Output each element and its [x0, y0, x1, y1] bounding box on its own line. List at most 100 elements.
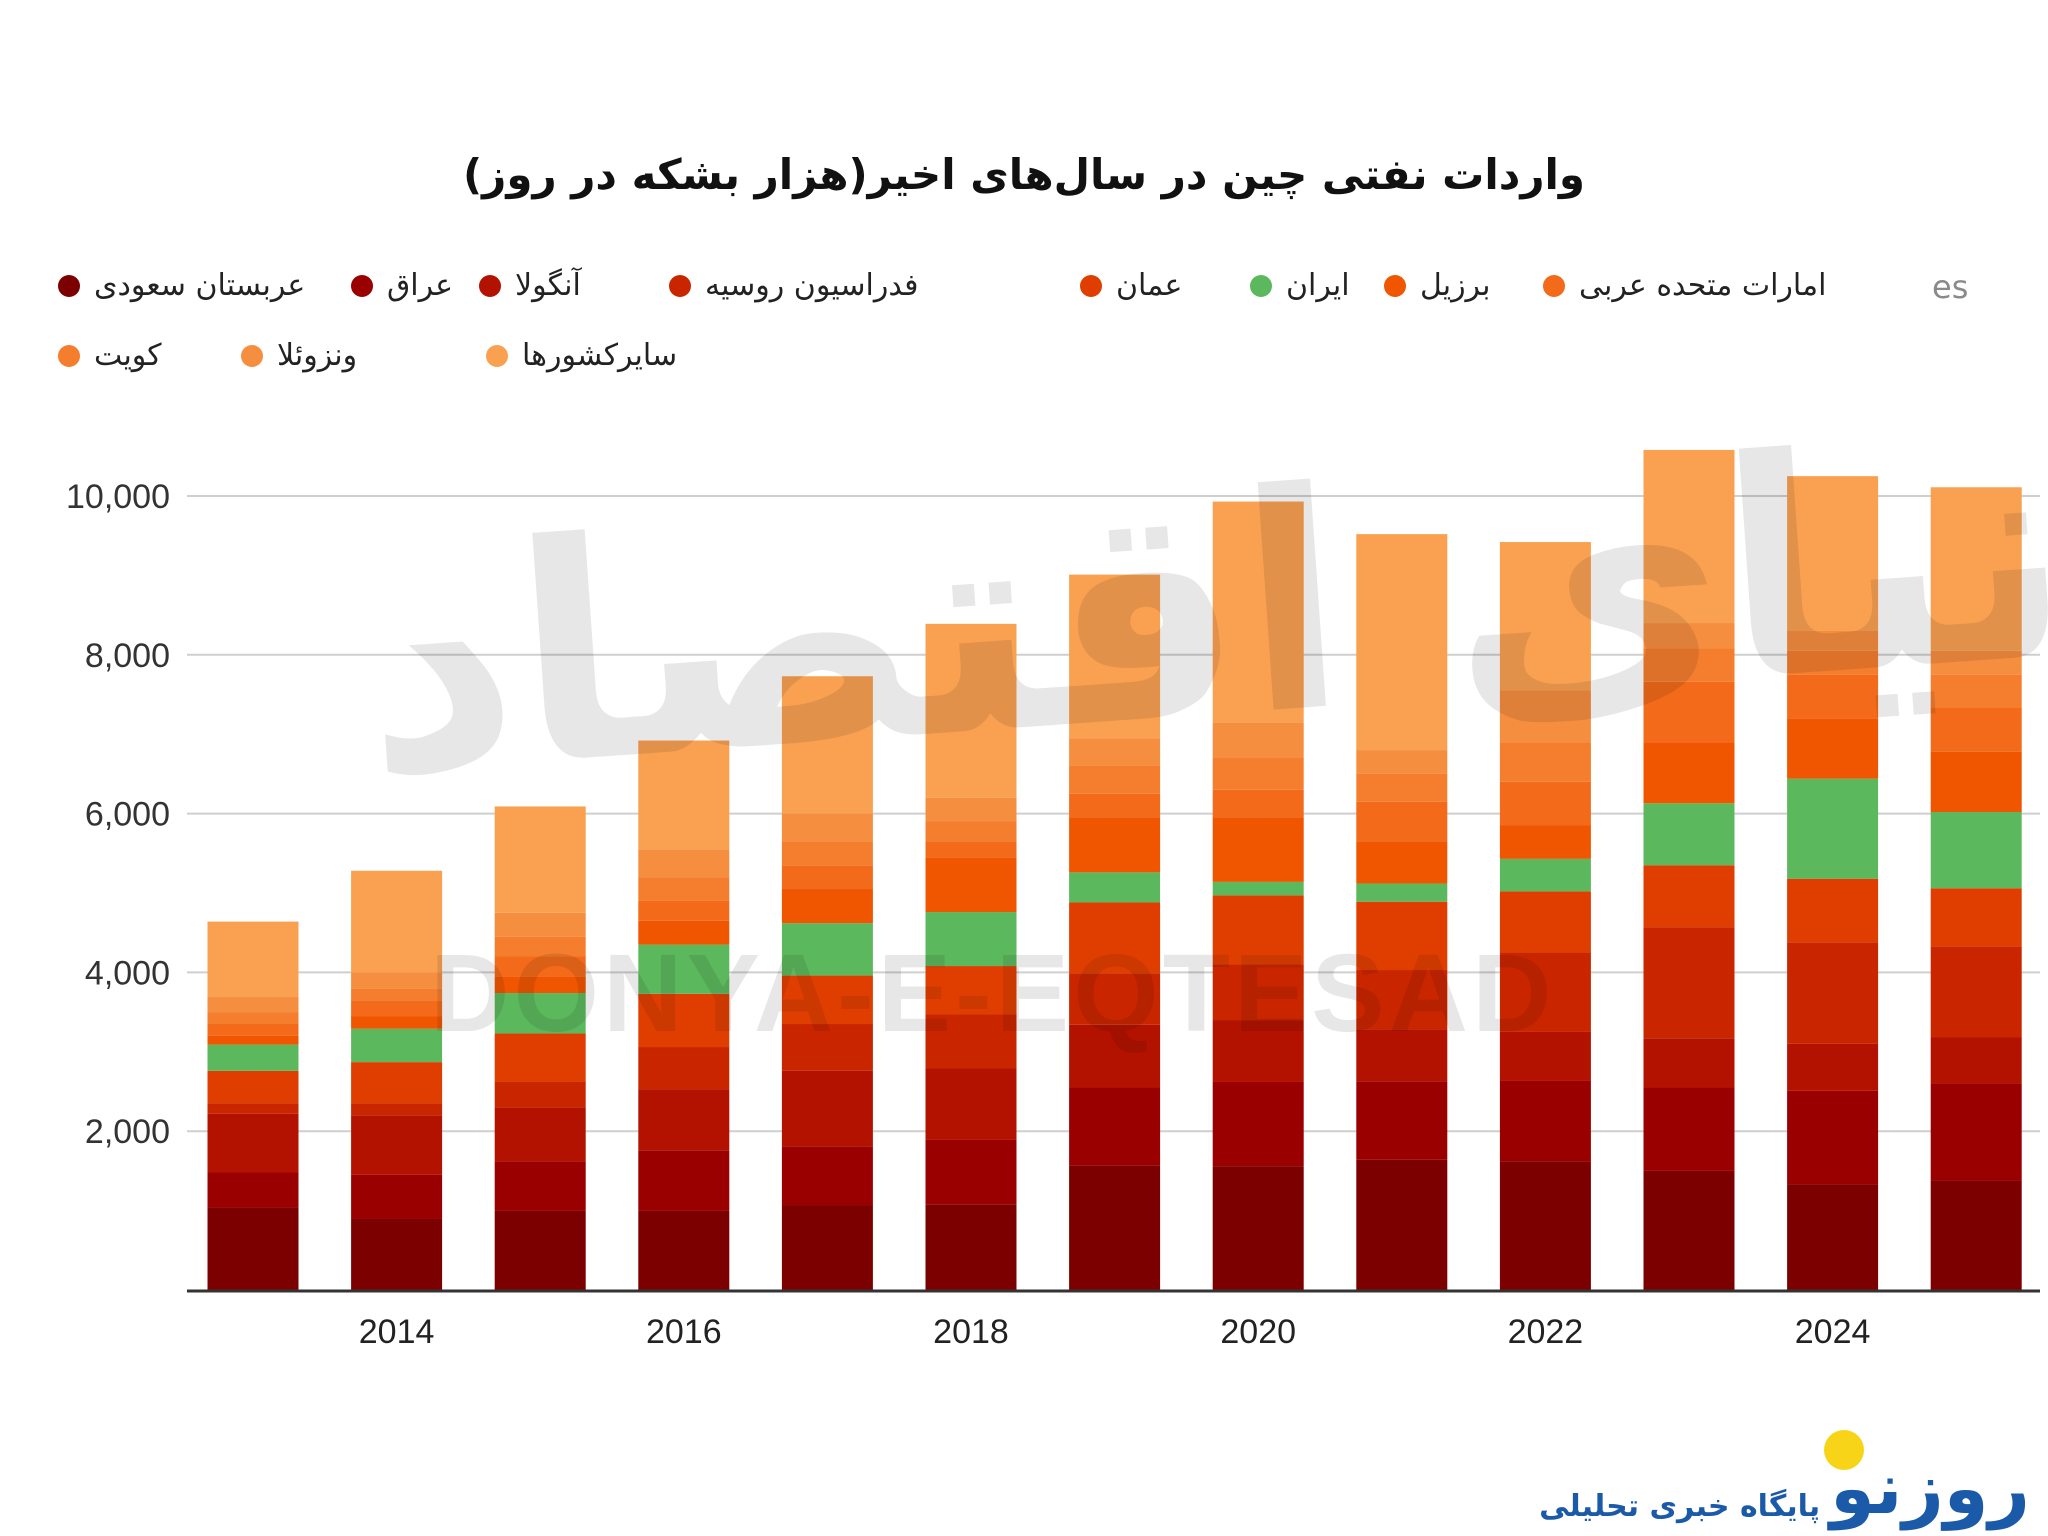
bar-segment — [1930, 946, 2022, 1038]
bar-stack-2013 — [207, 921, 299, 1290]
bar-segment — [1499, 1031, 1591, 1081]
bar-segment — [1499, 1161, 1591, 1290]
legend-item-oman: عمان — [1080, 268, 1182, 303]
bar-segment — [1643, 742, 1735, 804]
bar-segment — [638, 1089, 730, 1151]
bar-stack-2015 — [494, 806, 586, 1290]
bar-segment — [207, 1113, 299, 1173]
bar-segment — [207, 1172, 299, 1208]
legend-label: ایران — [1286, 268, 1350, 303]
bar-segment — [1212, 1081, 1304, 1167]
bar-segment — [1069, 902, 1161, 974]
bar-stack-2014 — [351, 870, 443, 1290]
bar-segment — [351, 1000, 443, 1017]
legend-item-russia: فدراسیون روسیه — [669, 268, 918, 303]
legend-dot — [1250, 274, 1272, 297]
bar-stack-2019 — [1069, 574, 1161, 1290]
bar-segment — [1356, 901, 1448, 971]
bar-segment — [207, 1024, 299, 1036]
y-tick-label: 4,000 — [85, 954, 170, 992]
legend-dot — [1080, 274, 1102, 297]
bar-segment — [1069, 1087, 1161, 1166]
bar-segment — [1643, 803, 1735, 866]
bar-segment — [1787, 650, 1879, 675]
bar-segment — [781, 975, 873, 1025]
bar-segment — [1643, 1038, 1735, 1088]
bar-segment — [494, 1081, 586, 1108]
legend-item-iran: ایران — [1250, 268, 1350, 303]
bar-segment — [494, 1107, 586, 1162]
x-tick-label: 2022 — [1508, 1313, 1584, 1351]
legend-dot — [58, 274, 80, 297]
bar-segment — [1499, 858, 1591, 892]
bar-segment — [1930, 812, 2022, 889]
bar-segment — [1499, 742, 1591, 782]
bar-segment — [351, 1016, 443, 1029]
legend-item-iraq: عراق — [351, 268, 453, 303]
x-axis-ticks: 2014 2016 2018 2020 2022 2024 — [359, 1313, 1871, 1351]
bar-segment — [1212, 758, 1304, 790]
bar-segment — [207, 921, 299, 997]
legend-label: عربستان سعودی — [94, 268, 306, 303]
bar-stack-2021 — [1356, 534, 1448, 1290]
legend-dot — [669, 274, 691, 297]
bar-segment — [925, 841, 1017, 858]
bar-segment — [925, 1139, 1017, 1205]
bar-segment — [494, 976, 586, 994]
bar-segment — [638, 900, 730, 921]
bar-segment — [925, 912, 1017, 967]
bar-segment — [1356, 534, 1448, 751]
x-tick-label: 2020 — [1220, 1313, 1296, 1351]
bar-segment — [494, 806, 586, 913]
bar-segment — [638, 1047, 730, 1090]
bar-segment — [1930, 1083, 2022, 1181]
bar-segment — [1930, 674, 2022, 708]
bar-segment — [1212, 789, 1304, 818]
bar-segment — [1356, 750, 1448, 774]
bar-segment — [781, 841, 873, 866]
bar-segment — [638, 1210, 730, 1290]
bar-segment — [1212, 817, 1304, 882]
bar-segment — [1069, 872, 1161, 903]
x-tick-label: 2018 — [933, 1313, 1009, 1351]
bar-segment — [494, 936, 586, 957]
bar-segment — [925, 1204, 1017, 1290]
bar-segment — [1787, 1043, 1879, 1091]
bar-segment — [925, 797, 1017, 822]
legend-label: آنگولا — [515, 268, 581, 303]
bar-segment — [1212, 881, 1304, 896]
bars — [207, 449, 2022, 1290]
legend-item-kuwait: کویت — [58, 338, 162, 373]
legend-item-uae: امارات متحده عربی — [1543, 268, 1826, 303]
bar-stack-2017 — [781, 676, 873, 1290]
bar-segment — [1643, 623, 1735, 649]
legend-dot — [351, 274, 373, 297]
bar-segment — [1212, 501, 1304, 723]
bar-segment — [1499, 891, 1591, 953]
bar-segment — [1069, 973, 1161, 1025]
legend-label: عراق — [387, 268, 454, 303]
bar-stack-2023 — [1643, 449, 1735, 1290]
bar-segment — [207, 1035, 299, 1045]
bar-stack-2016 — [638, 740, 730, 1290]
bar-segment — [781, 865, 873, 890]
bar-segment — [1787, 1090, 1879, 1185]
bar-segment — [351, 1174, 443, 1219]
bar-segment — [1787, 1184, 1879, 1290]
bar-segment — [1069, 738, 1161, 766]
bar-segment — [638, 740, 730, 850]
bar-segment — [1356, 773, 1448, 802]
x-tick-label: 2016 — [646, 1313, 722, 1351]
bar-segment — [781, 1205, 873, 1290]
bar-segment — [781, 1146, 873, 1206]
legend-dot — [241, 344, 263, 367]
bar-segment — [1356, 801, 1448, 842]
bar-segment — [494, 912, 586, 937]
legend-dot — [1384, 274, 1406, 297]
bar-segment — [925, 1068, 1017, 1140]
bar-segment — [1643, 1087, 1735, 1171]
legend-label: امارات متحده عربی — [1579, 268, 1827, 303]
legend-item-other-countries: سایرکشورها — [486, 338, 677, 373]
legend-label: عمان — [1116, 268, 1183, 303]
